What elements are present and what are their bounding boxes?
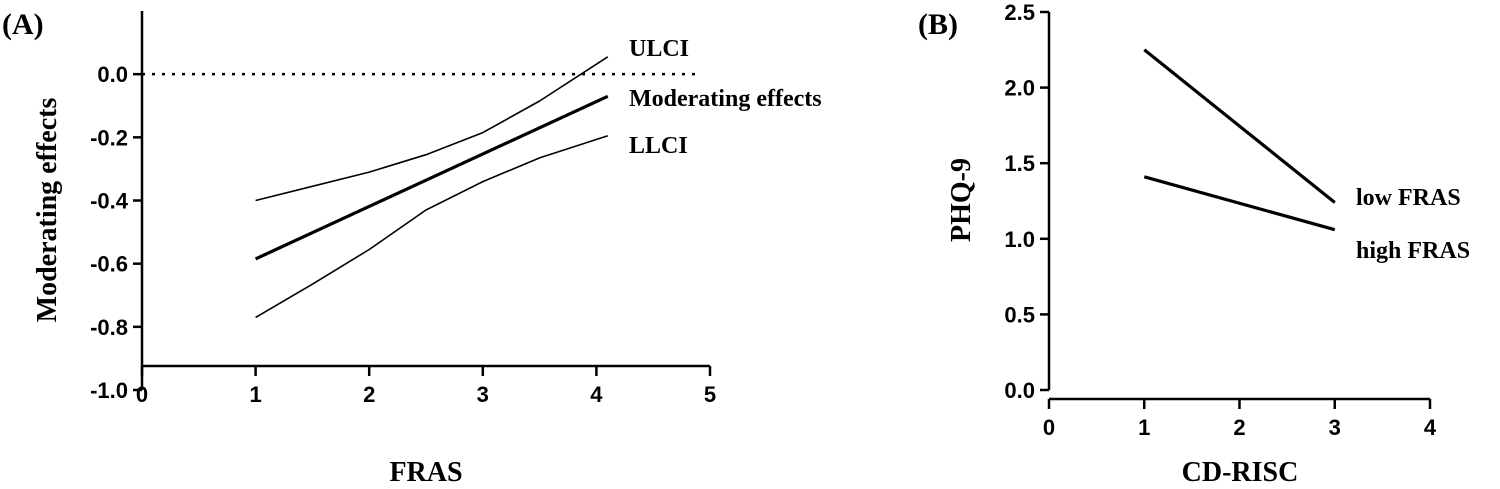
panel-a-y-tick-label: -1.0 bbox=[90, 378, 128, 403]
panel-a-label-ulci: ULCI bbox=[629, 36, 689, 62]
panel-a-axes: -1.0 -0.8 -0.6 -0.4 -0.2 0.0 0 1 2 3 4 5 bbox=[90, 11, 716, 407]
panel-b-line-low-fras bbox=[1143, 48, 1336, 204]
panel-b-y-tick-label: 0.5 bbox=[1004, 302, 1035, 327]
panel-a-y-tick-label: -0.6 bbox=[90, 252, 128, 277]
panel-a-lines bbox=[142, 56, 700, 319]
panel-a-label: (A) bbox=[2, 8, 44, 41]
panel-b-x-tick-label: 3 bbox=[1329, 415, 1341, 440]
panel-b-x-tick-label: 4 bbox=[1424, 415, 1437, 440]
panel-a-label-llci: LLCI bbox=[629, 133, 688, 159]
panel-b-axes: 0.0 0.5 1.0 1.5 2.0 2.5 0 1 2 3 4 bbox=[1004, 0, 1436, 440]
panel-a-x-tick-label: 2 bbox=[363, 382, 375, 407]
panel-a-y-tick-label: -0.2 bbox=[90, 125, 128, 150]
panel-a-line-moderating-effects bbox=[254, 94, 609, 261]
panel-b-y-axis-title: PHQ-9 bbox=[946, 158, 977, 242]
panel-b-label-low-fras: low FRAS bbox=[1356, 185, 1461, 211]
panel-b-line-high-fras bbox=[1143, 175, 1336, 232]
panel-b: (B) PHQ-9 CD-RISC 0.0 0.5 1.0 1.5 2.0 2.5 0 1 2 3… bbox=[918, 0, 1470, 488]
panel-b-x-axis-title: CD-RISC bbox=[1182, 457, 1299, 488]
panel-b-lines bbox=[1143, 48, 1336, 232]
panel-b-x-tick-label: 0 bbox=[1043, 415, 1055, 440]
panel-b-y-tick-label: 1.0 bbox=[1004, 227, 1035, 252]
panel-b-y-tick-label: 0.0 bbox=[1004, 378, 1035, 403]
panel-b-label-high-fras: high FRAS bbox=[1356, 238, 1470, 264]
panel-a-line-ulci bbox=[255, 56, 609, 202]
panel-b-y-tick-label: 1.5 bbox=[1004, 151, 1035, 176]
panel-a: (A) Moderating effects FRAS -1.0 -0.8 -0.6… bbox=[2, 8, 822, 488]
panel-a-x-axis-title: FRAS bbox=[389, 457, 462, 488]
panel-a-x-tick-label: 3 bbox=[477, 382, 489, 407]
panel-b-y-tick-label: 2.0 bbox=[1004, 76, 1035, 101]
panel-a-label-moderating-effects: Moderating effects bbox=[629, 86, 822, 112]
panel-b-x-tick-label: 1 bbox=[1138, 415, 1150, 440]
panel-a-x-tick-label: 4 bbox=[590, 382, 603, 407]
panel-a-y-tick-label: -0.8 bbox=[90, 315, 128, 340]
panel-b-series-labels: low FRAS high FRAS bbox=[1356, 185, 1470, 264]
panel-b-x-tick-label: 2 bbox=[1233, 415, 1245, 440]
panel-a-line-llci bbox=[255, 135, 609, 319]
panel-a-y-tick-label: -0.4 bbox=[90, 189, 129, 214]
panel-a-series-labels: ULCI Moderating effects LLCI bbox=[629, 36, 822, 159]
panel-a-y-axis-title: Moderating effects bbox=[32, 98, 63, 323]
panel-a-x-tick-label: 1 bbox=[249, 382, 261, 407]
panel-b-y-tick-label: 2.5 bbox=[1004, 0, 1035, 25]
panel-a-x-tick-label: 0 bbox=[136, 382, 148, 407]
panel-a-x-tick-label: 5 bbox=[704, 382, 716, 407]
panel-a-y-tick-label: 0.0 bbox=[97, 62, 128, 87]
panel-b-label: (B) bbox=[918, 8, 958, 41]
